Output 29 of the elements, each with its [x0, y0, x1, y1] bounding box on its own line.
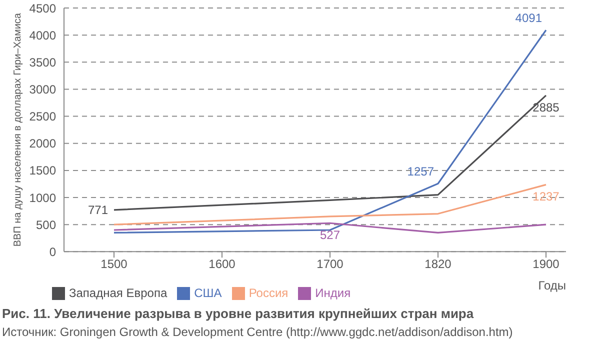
legend-label: Индия — [315, 286, 351, 300]
y-tick-label: 500 — [36, 218, 56, 232]
data-label: 2885 — [532, 100, 560, 114]
data-label: 527 — [320, 228, 340, 242]
y-tick-label: 2000 — [29, 136, 56, 151]
y-axis-title: ВВП на душу населения в долларах Гири–Хамиса — [12, 12, 24, 247]
x-tick-label: 1700 — [316, 257, 344, 272]
y-tick-label: 3000 — [29, 82, 56, 96]
y-tick-label: 3500 — [29, 55, 56, 70]
x-tick-label: 1500 — [100, 257, 128, 272]
x-axis-title: Годы — [538, 278, 566, 293]
legend-label: Россия — [248, 286, 288, 300]
text: Источник: Groningen Growth & Development Centre (http://www.ggdc.net/addison/addison.htm) — [2, 325, 513, 339]
data-label: 1257 — [407, 164, 434, 179]
legend-label: Западная Европа — [69, 286, 168, 300]
y-tick-label: 1500 — [29, 164, 56, 178]
text: Рис. 11. Увеличение разрыва в уровне развития крупнейших стран мира — [2, 306, 474, 321]
data-label: 4091 — [515, 11, 542, 26]
data-label: 771 — [88, 202, 108, 217]
legend-label: США — [194, 286, 222, 300]
y-tick-label: 1000 — [29, 190, 56, 205]
y-tick-label: 4000 — [29, 28, 56, 42]
x-tick-label: 1820 — [424, 257, 452, 272]
y-tick-label: 4500 — [29, 1, 56, 16]
y-tick-label: 2500 — [29, 110, 56, 124]
x-tick-label: 1900 — [532, 257, 560, 272]
x-tick-label: 1600 — [208, 257, 236, 272]
data-label: 1237 — [532, 190, 560, 204]
y-tick-label: 0 — [49, 244, 56, 259]
